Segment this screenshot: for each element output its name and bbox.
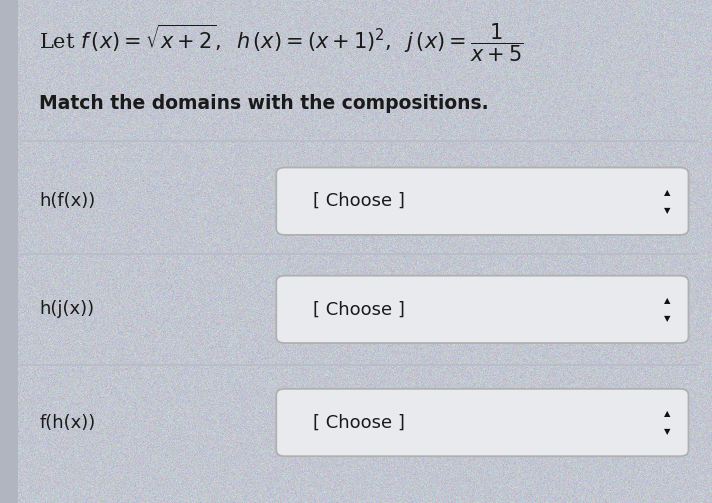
- Text: f(h(x)): f(h(x)): [39, 413, 95, 432]
- Text: [ Choose ]: [ Choose ]: [313, 300, 405, 318]
- Text: ▼: ▼: [664, 427, 671, 436]
- FancyBboxPatch shape: [0, 0, 18, 503]
- FancyBboxPatch shape: [276, 276, 689, 343]
- Text: Match the domains with the compositions.: Match the domains with the compositions.: [39, 94, 488, 113]
- Text: [ Choose ]: [ Choose ]: [313, 192, 405, 210]
- Text: Let $f\,(x) = \sqrt{x+2},\;\; h\,(x) = (x+1)^2,\;\; j\,(x) = \dfrac{1}{x+5}$: Let $f\,(x) = \sqrt{x+2},\;\; h\,(x) = (…: [39, 22, 523, 64]
- Text: ▼: ▼: [664, 206, 671, 215]
- Text: ▲: ▲: [664, 188, 671, 197]
- Text: ▲: ▲: [664, 296, 671, 305]
- FancyBboxPatch shape: [276, 389, 689, 456]
- Text: h(f(x)): h(f(x)): [39, 192, 95, 210]
- FancyBboxPatch shape: [276, 167, 689, 235]
- Text: [ Choose ]: [ Choose ]: [313, 413, 405, 432]
- Text: ▼: ▼: [664, 314, 671, 323]
- Text: h(j(x)): h(j(x)): [39, 300, 94, 318]
- Text: ▲: ▲: [664, 409, 671, 418]
